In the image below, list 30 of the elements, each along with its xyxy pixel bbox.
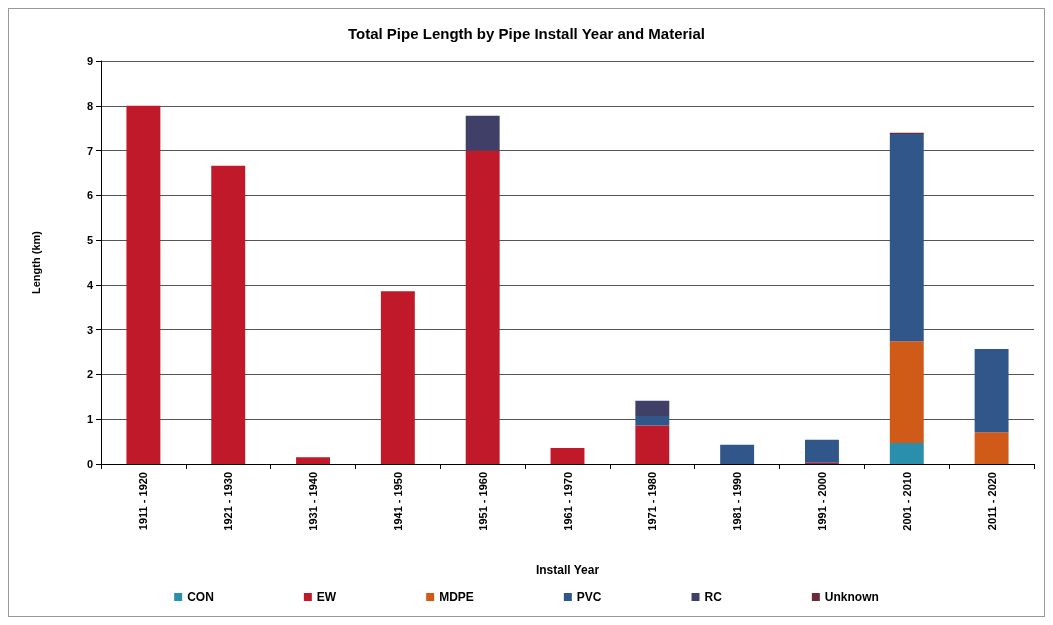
y-tick-label: 1 <box>86 413 93 426</box>
y-tick-label: 0 <box>86 458 93 470</box>
x-tick-label: 1931 - 1940 <box>307 472 320 531</box>
legend-label: Unknown <box>824 590 879 604</box>
x-axis-title: Install Year <box>535 563 600 577</box>
legend-label: PVC <box>576 590 602 604</box>
x-tick-label: 1961 - 1970 <box>561 472 574 531</box>
y-tick-label: 7 <box>86 144 93 157</box>
y-tick-label: 4 <box>86 278 94 291</box>
x-tick-label: 1911 - 1920 <box>137 472 150 531</box>
y-tick-label: 5 <box>86 234 93 247</box>
y-tick-label: 3 <box>86 323 93 336</box>
y-axis-title: Length (km) <box>29 230 42 294</box>
x-tick-label: 1951 - 1960 <box>476 472 489 531</box>
x-tick-label: 1921 - 1930 <box>222 472 235 531</box>
legend-label: RC <box>704 590 723 604</box>
x-tick-label: 1981 - 1990 <box>731 472 744 531</box>
x-tick-label: 1941 - 1950 <box>391 472 404 531</box>
y-tick-label: 9 <box>86 55 93 67</box>
x-tick-label: 1971 - 1980 <box>646 472 659 531</box>
legend-label: CON <box>187 590 214 604</box>
x-tick-label: 2001 - 2010 <box>900 472 913 531</box>
x-tick-label: 2011 - 2020 <box>985 472 998 531</box>
y-tick-label: 8 <box>86 99 93 112</box>
legend-label: MDPE <box>439 590 474 604</box>
y-tick-label: 6 <box>86 189 93 202</box>
y-tick-label: 2 <box>86 368 93 381</box>
legend-label: EW <box>316 590 337 604</box>
x-tick-label: 1991 - 2000 <box>815 472 828 531</box>
chart-title: Total Pipe Length by Pipe Install Year and Material <box>347 25 706 42</box>
